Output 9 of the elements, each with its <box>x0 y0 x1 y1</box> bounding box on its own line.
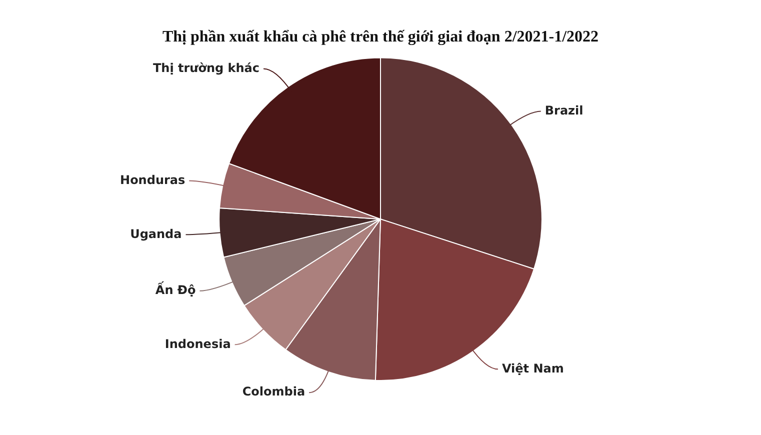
slice-label: Honduras <box>120 172 186 187</box>
slice-label: Colombia <box>242 384 306 399</box>
chart-title: Thị phần xuất khẩu cà phê trên thế giới giai đoạn 2/2021-1/2022 <box>162 28 599 46</box>
slice-label: Brazil <box>544 103 584 118</box>
slice-label: Uganda <box>130 226 182 241</box>
slice-label: Ấn Độ <box>155 281 196 298</box>
slice-label: Indonesia <box>164 336 231 351</box>
slice-label: Thị trường khác <box>153 60 260 75</box>
slice-label: Việt Nam <box>502 361 564 376</box>
